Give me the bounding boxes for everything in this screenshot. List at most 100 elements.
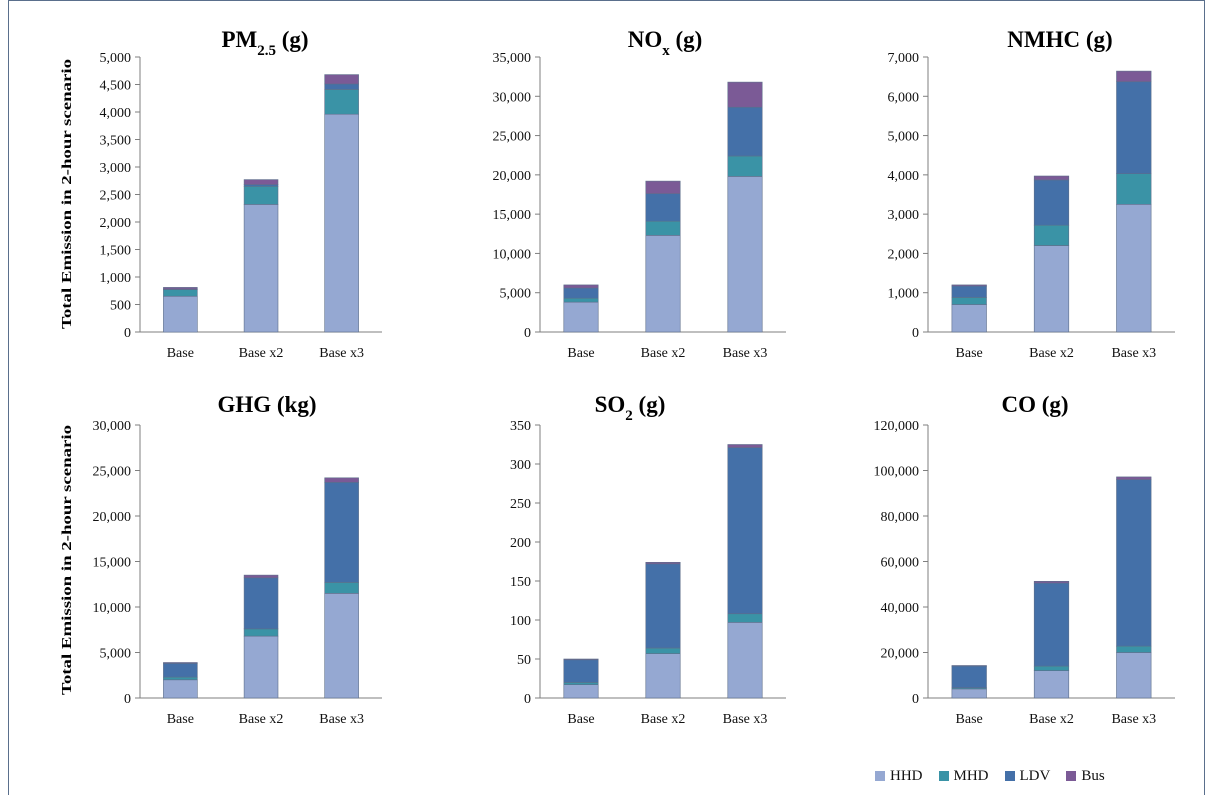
bar-segment-hhd xyxy=(951,304,987,333)
chart-title: NOx (g) xyxy=(628,27,703,59)
legend-label: HHD xyxy=(890,767,923,784)
bar-segment-mhd xyxy=(324,89,359,115)
y-tick-label: 5,000 xyxy=(100,647,132,662)
bar-segment-ldv xyxy=(563,659,599,683)
legend-swatch xyxy=(938,771,949,781)
chart-panel: 0 20,000 40,000 60,000 80,000 100,000 120,000 B… xyxy=(874,392,1175,727)
legend-label: Bus xyxy=(1081,767,1105,784)
x-category-label: Base x3 xyxy=(319,346,364,361)
y-tick-label: 2,000 xyxy=(888,247,920,262)
x-category-label: Base xyxy=(567,346,594,361)
chart-title: SO2 (g) xyxy=(595,392,666,424)
x-category-label: Base xyxy=(956,712,983,727)
bar-segment-ldv xyxy=(951,285,987,298)
y-tick-label: 1,500 xyxy=(100,244,132,259)
legend-label: MHD xyxy=(953,767,989,784)
y-tick-label: 25,000 xyxy=(93,465,132,480)
bar-segment-mhd xyxy=(163,289,198,297)
y-tick-label: 3,500 xyxy=(100,134,132,149)
chart-title: CO (g) xyxy=(1001,392,1068,417)
x-category-label: Base x3 xyxy=(1111,712,1156,727)
y-tick-label: 7,000 xyxy=(888,51,920,66)
y-tick-label: 60,000 xyxy=(881,556,920,571)
x-category-label: Base x2 xyxy=(239,712,284,727)
y-tick-label: 0 xyxy=(912,692,919,707)
y-tick-label: 2,000 xyxy=(100,216,132,231)
bar-segment-hhd xyxy=(645,653,681,699)
chart-panel: 0 50 100 150 200 250 300 350 Base Base x2 Base x3 S… xyxy=(510,392,786,727)
y-tick-label: 10,000 xyxy=(493,247,532,262)
y-tick-label: 40,000 xyxy=(881,601,920,616)
bar-segment-hhd xyxy=(563,301,599,333)
y-tick-label: 15,000 xyxy=(493,208,532,223)
y-tick-label: 250 xyxy=(510,497,531,512)
y-tick-label: 20,000 xyxy=(881,647,920,662)
bar-segment-bus xyxy=(243,574,279,579)
bar-segment-hhd xyxy=(1116,204,1152,333)
y-axis-label: Total Emission in 2-hour scenario xyxy=(60,59,75,329)
y-tick-label: 300 xyxy=(510,458,531,473)
legend-label: LDV xyxy=(1019,767,1051,784)
bar-segment-mhd xyxy=(1116,173,1152,205)
bar-segment-bus xyxy=(1116,70,1152,82)
bar-segment-mhd xyxy=(1116,645,1152,653)
chart-title: GHG (kg) xyxy=(217,392,316,417)
y-tick-label: 200 xyxy=(510,536,531,551)
bar-segment-bus xyxy=(324,74,359,85)
bar-segment-mhd xyxy=(727,155,763,177)
x-category-label: Base xyxy=(956,346,983,361)
bar-segment-ldv xyxy=(951,665,987,688)
x-category-label: Base x3 xyxy=(1111,346,1156,361)
y-axis-label: Total Emission in 2-hour scenario xyxy=(60,425,75,695)
bar-segment-bus xyxy=(163,287,198,290)
bar-segment-bus xyxy=(1116,476,1152,480)
bar-segment-mhd xyxy=(243,628,279,637)
bar-segment-hhd xyxy=(324,113,359,333)
y-tick-label: 350 xyxy=(510,419,531,434)
chart-title: PM2.5 (g) xyxy=(221,27,308,59)
y-tick-label: 4,000 xyxy=(100,106,132,121)
y-tick-label: 4,000 xyxy=(888,169,920,184)
bar-segment-hhd xyxy=(324,593,359,699)
figure-frame xyxy=(8,0,1205,795)
bar-segment-ldv xyxy=(1033,179,1070,226)
bar-segment-ldv xyxy=(645,563,681,649)
bar-segment-hhd xyxy=(1033,670,1070,699)
bar-segment-bus xyxy=(163,662,198,664)
bar-segment-hhd xyxy=(243,204,279,333)
y-tick-label: 3,000 xyxy=(100,161,132,176)
bar-segment-mhd xyxy=(563,297,599,303)
x-category-label: Base x2 xyxy=(641,712,686,727)
y-tick-label: 120,000 xyxy=(874,419,920,434)
bar-segment-bus xyxy=(243,179,279,185)
bar-segment-mhd xyxy=(1033,665,1070,671)
bar-segment-ldv xyxy=(727,447,763,615)
y-tick-label: 5,000 xyxy=(100,51,132,66)
bar-segment-mhd xyxy=(324,582,359,594)
y-tick-label: 6,000 xyxy=(888,90,920,105)
y-tick-label: 15,000 xyxy=(93,556,132,571)
legend-item-hhd: HHD xyxy=(875,768,923,785)
x-category-label: Base x2 xyxy=(1029,712,1074,727)
x-category-label: Base x3 xyxy=(319,712,364,727)
bar-segment-ldv xyxy=(645,193,681,222)
y-tick-label: 30,000 xyxy=(93,419,132,434)
bar-segment-hhd xyxy=(163,295,198,333)
chart-title: NMHC (g) xyxy=(1007,27,1112,52)
x-category-label: Base xyxy=(167,346,194,361)
y-tick-label: 3,000 xyxy=(888,208,920,223)
bar-segment-bus xyxy=(951,284,987,287)
y-tick-label: 80,000 xyxy=(881,510,920,525)
bar-segment-ldv xyxy=(563,287,599,299)
bar-segment-mhd xyxy=(163,676,198,681)
y-tick-label: 1,000 xyxy=(888,287,920,302)
legend-swatch xyxy=(875,771,885,781)
x-category-label: Base xyxy=(167,712,194,727)
bar-segment-hhd xyxy=(163,679,198,699)
y-tick-label: 30,000 xyxy=(493,90,532,105)
y-tick-label: 25,000 xyxy=(493,130,532,145)
bar-segment-ldv xyxy=(324,83,359,90)
x-category-label: Base x2 xyxy=(641,346,686,361)
y-tick-label: 50 xyxy=(517,653,531,668)
